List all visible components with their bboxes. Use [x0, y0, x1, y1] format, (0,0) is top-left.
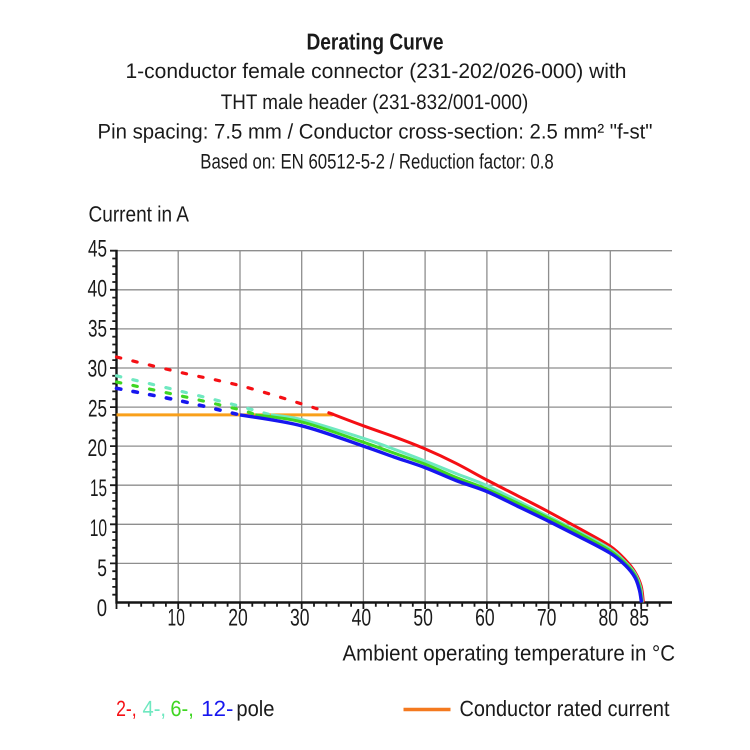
svg-text:THT male header (231-832/001-0: THT male header (231-832/001-000)	[221, 91, 529, 114]
svg-text:50: 50	[413, 605, 433, 632]
svg-text:Ambient operating temperature: Ambient operating temperature in °C	[343, 641, 676, 666]
svg-text:10: 10	[90, 515, 107, 542]
svg-text:40: 40	[88, 275, 108, 302]
svg-text:4-,: 4-,	[143, 696, 167, 721]
svg-text:40: 40	[352, 605, 372, 632]
svg-text:30: 30	[290, 605, 310, 632]
svg-text:25: 25	[88, 395, 107, 422]
svg-text:2-,: 2-,	[116, 696, 137, 721]
svg-text:85: 85	[629, 605, 649, 632]
svg-text:35: 35	[88, 315, 107, 342]
svg-text:10: 10	[168, 605, 185, 632]
svg-text:1-conductor female connector (: 1-conductor female connector (231-202/02…	[126, 60, 627, 83]
svg-text:30: 30	[88, 355, 108, 382]
svg-text:60: 60	[475, 605, 495, 632]
svg-text:Derating Curve: Derating Curve	[307, 28, 444, 54]
svg-text:6-,: 6-,	[170, 696, 193, 721]
svg-text:Conductor rated current: Conductor rated current	[460, 696, 670, 721]
svg-text:0: 0	[97, 595, 107, 622]
svg-text:45: 45	[88, 235, 107, 262]
svg-text:Current in A: Current in A	[89, 202, 190, 227]
svg-text:Pin spacing: 7.5 mm / Conducto: Pin spacing: 7.5 mm / Conductor cross-se…	[98, 121, 653, 144]
svg-text:pole: pole	[236, 696, 274, 721]
svg-text:15: 15	[90, 475, 107, 502]
svg-text:5: 5	[97, 555, 107, 582]
svg-text:70: 70	[537, 605, 557, 632]
svg-text:20: 20	[228, 605, 248, 632]
svg-text:12-: 12-	[201, 696, 233, 721]
svg-text:Based on: EN 60512-5-2 / Reduc: Based on: EN 60512-5-2 / Reduction facto…	[200, 150, 554, 173]
svg-text:20: 20	[88, 435, 108, 462]
svg-text:80: 80	[599, 605, 619, 632]
